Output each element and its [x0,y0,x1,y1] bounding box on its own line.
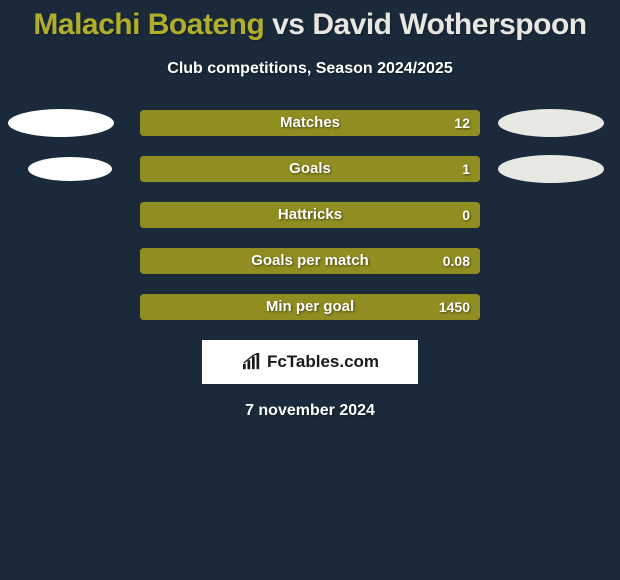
stat-row: Min per goal1450 [0,294,620,320]
barchart-icon [241,353,263,371]
stat-row: Goals per match0.08 [0,248,620,274]
bar-track [140,156,480,182]
subtitle: Club competitions, Season 2024/2025 [0,60,620,78]
bar-fill [140,294,480,320]
bar-fill [140,248,480,274]
player2-oval [498,109,604,137]
logo-box: FcTables.com [202,340,418,384]
player1-name: Malachi Boateng [33,8,264,41]
bar-track [140,110,480,136]
comparison-infographic: Malachi Boateng vs David Wotherspoon Clu… [0,0,620,580]
page-title: Malachi Boateng vs David Wotherspoon [0,0,620,42]
logo-text: FcTables.com [267,352,379,372]
bar-fill [140,110,480,136]
vs-text: vs [264,8,312,41]
player1-oval [28,157,112,181]
bar-track [140,294,480,320]
bar-fill [140,202,480,228]
stat-row: Matches12 [0,110,620,136]
stat-row: Hattricks0 [0,202,620,228]
player2-oval [498,155,604,183]
stats-area: Matches12 Goals1 Hattricks0 Goals per match… [0,110,620,320]
date-text: 7 november 2024 [0,402,620,420]
bar-track [140,202,480,228]
bar-fill [140,156,480,182]
player1-oval [8,109,114,137]
player2-name: David Wotherspoon [312,8,586,41]
bar-track [140,248,480,274]
stat-row: Goals1 [0,156,620,182]
